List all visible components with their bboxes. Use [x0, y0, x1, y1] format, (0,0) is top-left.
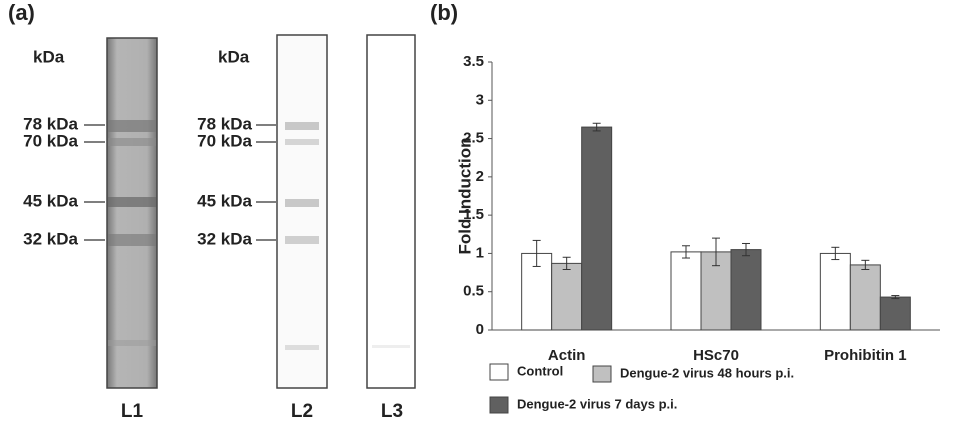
- unit-label: kDa: [218, 47, 250, 66]
- unit-label: kDa: [33, 47, 65, 66]
- y-tick-label: 0: [476, 321, 484, 338]
- y-tick-label: 3.5: [463, 53, 484, 70]
- panel-label: (b): [430, 0, 458, 25]
- y-tick-label: 1: [476, 244, 484, 261]
- marker-label: 70 kDa: [23, 131, 78, 150]
- y-tick-label: 0.5: [463, 283, 484, 300]
- lane-image: [107, 38, 157, 388]
- panel-label: (a): [8, 0, 35, 25]
- x-tick-label: HSc70: [693, 347, 739, 364]
- x-tick-label: Actin: [548, 347, 586, 364]
- bar: [820, 253, 850, 330]
- legend-label: Dengue-2 virus 48 hours p.i.: [620, 365, 794, 380]
- lane-image: [367, 35, 415, 388]
- marker-label: 32 kDa: [197, 229, 252, 248]
- marker-label: 70 kDa: [197, 131, 252, 150]
- legend-label: Control: [517, 363, 563, 378]
- y-axis-title: Fold Induction: [455, 137, 474, 254]
- lane-image: [277, 35, 327, 388]
- lane-label: L1: [121, 401, 144, 422]
- y-tick-label: 2.5: [463, 130, 484, 147]
- x-tick-label: Prohibitin 1: [824, 347, 907, 364]
- bar: [731, 250, 761, 330]
- marker-label: 45 kDa: [23, 191, 78, 210]
- marker-label: 45 kDa: [197, 191, 252, 210]
- lane-label: L2: [291, 401, 313, 422]
- legend-swatch: [490, 364, 508, 380]
- y-tick-label: 1.5: [463, 206, 484, 223]
- y-tick-label: 3: [476, 91, 484, 108]
- legend-swatch: [490, 397, 508, 413]
- bar: [552, 263, 582, 330]
- legend-label: Dengue-2 virus 7 days p.i.: [517, 396, 677, 411]
- lane-label: L3: [381, 401, 403, 422]
- bar: [850, 265, 880, 330]
- y-tick-label: 2: [476, 168, 484, 185]
- legend-swatch: [593, 366, 611, 382]
- figure: (a) kDa kDa L1 L2 L3 (b) Fold Induction …: [0, 0, 960, 444]
- bar: [582, 127, 612, 330]
- marker-label: 32 kDa: [23, 229, 78, 248]
- bar: [880, 297, 910, 330]
- bar: [671, 252, 701, 330]
